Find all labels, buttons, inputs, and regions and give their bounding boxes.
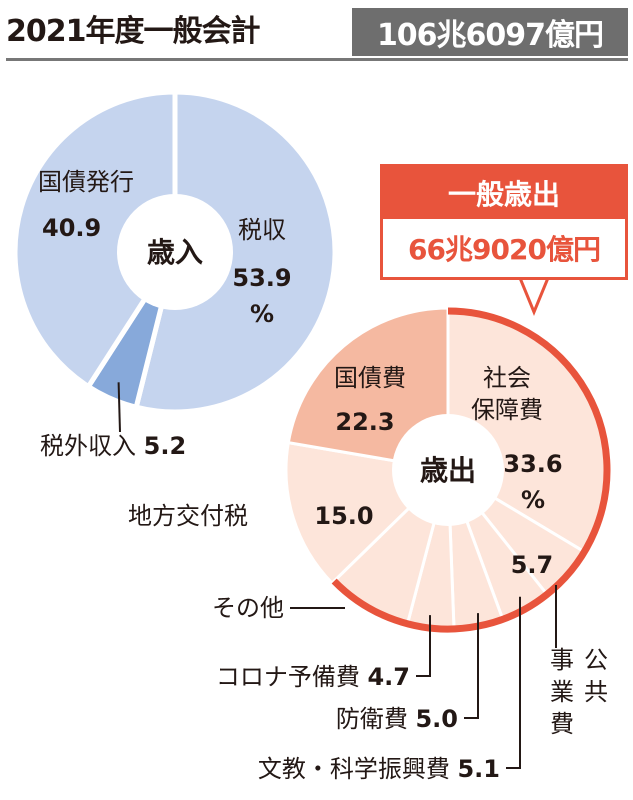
revenue-value-bonds: 40.9: [42, 214, 101, 242]
expenditure-label-covid: コロナ予備費 4.7: [216, 663, 410, 691]
revenue-slice-0: [133, 89, 338, 415]
revenue-leader-nontax: [117, 382, 121, 433]
expenditure-label-public-1b: 共: [584, 678, 608, 706]
revenue-center-label: 歳入: [147, 236, 203, 269]
expenditure-leader-covid: [416, 615, 431, 677]
expenditure-value-defense: 5.0: [415, 705, 458, 733]
revenue-donut-hole: [117, 194, 233, 310]
expenditure-leader-defense: [464, 613, 479, 719]
expenditure-leader-education: [506, 596, 521, 769]
expenditure-label-public-1a: 公: [584, 646, 608, 674]
expenditure-donut-hole: [392, 414, 504, 526]
expenditure-value-localtax: 15.0: [314, 502, 373, 530]
callout-pointer: [517, 276, 551, 316]
revenue-label-nontax: 税外収入 5.2: [40, 432, 186, 460]
expenditure-label-social-1: 社会: [483, 364, 531, 392]
revenue-slice-2: [12, 89, 178, 391]
expenditure-label-social-2: 保障費: [471, 396, 543, 424]
expenditure-label-defense: 防衛費 5.0: [336, 705, 458, 733]
expenditure-label-education: 文教・科学振興費 5.1: [258, 755, 500, 783]
expenditure-label-debt: 国債費: [334, 364, 406, 392]
expenditure-slice-7: [286, 306, 450, 472]
total-amount-badge: 106兆6097億円: [352, 8, 628, 56]
expenditure-label-localtax: 地方交付税: [128, 502, 248, 530]
chart-title: 2021年度一般会計: [6, 14, 260, 49]
expenditure-value-public: 5.7: [511, 551, 554, 579]
expenditure-center-label: 歳出: [420, 454, 476, 487]
revenue-unit-tax: %: [250, 300, 274, 328]
expenditure-label-public-2c: 費: [550, 710, 574, 738]
revenue-label-bonds: 国債発行: [38, 168, 134, 196]
general-expenditure-arc: [331, 307, 611, 633]
revenue-label-tax: 税収: [238, 216, 286, 244]
expenditure-label-public-2b: 業: [550, 678, 574, 706]
general-expenditure-callout: 一般歳出 66兆9020億円: [380, 164, 628, 280]
callout-title: 一般歳出: [383, 167, 625, 219]
expenditure-value-education: 5.1: [457, 755, 500, 783]
title-divider: [6, 58, 628, 61]
revenue-value-tax: 53.9: [232, 264, 291, 292]
expenditure-value-covid: 4.7: [367, 663, 410, 691]
expenditure-value-social: 33.6: [503, 450, 562, 478]
expenditure-unit-social: %: [521, 486, 545, 514]
expenditure-label-other: その他: [212, 594, 284, 622]
revenue-value-nontax: 5.2: [144, 432, 187, 460]
callout-amount: 66兆9020億円: [408, 233, 601, 266]
expenditure-label-public-2a: 事: [550, 646, 574, 674]
expenditure-value-debt: 22.3: [335, 408, 394, 436]
